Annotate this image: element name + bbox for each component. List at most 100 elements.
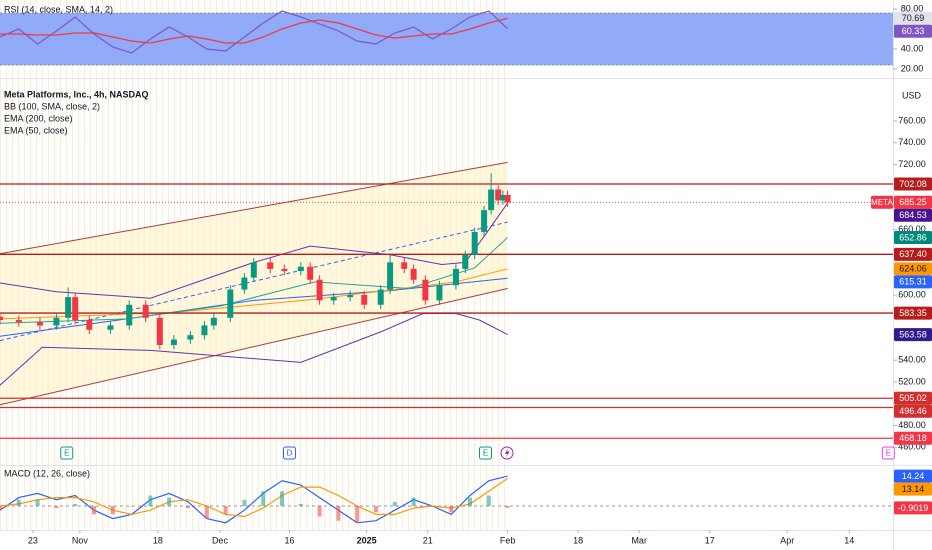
x-tick-label: 2025	[357, 535, 377, 545]
event-label: E	[64, 449, 69, 458]
indicator-line	[0, 475, 508, 524]
histogram-bar	[54, 506, 59, 509]
histogram-bar	[392, 501, 397, 507]
layer	[0, 173, 511, 523]
symbol-chip	[871, 195, 893, 209]
x-tick-label: 17	[705, 535, 715, 545]
x-tick-label: 21	[423, 535, 433, 545]
y-tick-label: 80.00	[901, 3, 924, 13]
histogram-bar	[468, 497, 472, 507]
price-chip	[894, 177, 932, 191]
y-tick-label: 480.00	[898, 420, 926, 430]
candle-body	[267, 262, 274, 269]
x-tick-label: Nov	[72, 535, 89, 545]
price-chip-label: 615.31	[899, 277, 927, 287]
price-chip	[894, 306, 932, 320]
candle-body	[72, 297, 79, 320]
candle-body	[387, 262, 394, 290]
candle-body	[401, 262, 408, 269]
candle-body	[481, 210, 488, 232]
candle-body	[250, 262, 257, 278]
histogram-bar	[73, 503, 78, 507]
histogram-bar	[16, 499, 21, 507]
candle-body	[15, 319, 22, 323]
candle-body	[504, 194, 511, 203]
rsi-title: RSI (14, close, SMA, 14, 2)	[4, 4, 113, 14]
price-chip-label: 684.53	[899, 210, 927, 220]
histogram-bar	[204, 506, 209, 519]
candle-body	[170, 339, 177, 345]
y-tick-label: 20.00	[901, 63, 924, 73]
price-chip	[894, 247, 932, 261]
price-chip-label: 583.35	[899, 308, 927, 318]
candle-body	[488, 189, 495, 211]
histogram-bar	[449, 506, 454, 513]
candle-body	[187, 335, 194, 340]
y-tick-label: 660.00	[898, 224, 926, 234]
price-chip	[894, 501, 932, 515]
price-chip-label: 14.24	[902, 471, 925, 481]
currency-label: USD	[902, 90, 922, 100]
candle-body	[241, 277, 248, 290]
candle-body	[495, 189, 502, 201]
y-tick-label: 740.00	[898, 137, 926, 147]
price-chip	[894, 11, 932, 25]
candle-body	[210, 317, 217, 326]
candle-body	[436, 285, 443, 301]
candle-body	[499, 194, 506, 201]
indicator-label: BB (100, SMA, close, 2)	[4, 101, 100, 111]
price-chip-label: 702.08	[899, 179, 927, 189]
indicator-line	[0, 17, 508, 44]
candle-body	[65, 297, 72, 318]
price-chip-label: 468.18	[899, 433, 927, 443]
price-chip	[894, 469, 932, 483]
candle-body	[53, 317, 60, 326]
price-chip	[894, 195, 932, 209]
main-title: Meta Platforms, Inc., 4h, NASDAQ	[4, 89, 149, 99]
x-tick-label: Dec	[212, 535, 229, 545]
y-tick-label: 460.00	[898, 442, 926, 452]
price-chip-label: 624.06	[899, 264, 927, 274]
candle-body	[201, 325, 208, 336]
x-tick-label: 16	[285, 535, 295, 545]
price-chip-label: 685.25	[899, 197, 927, 207]
candle-body	[107, 325, 114, 330]
price-chip	[894, 431, 932, 445]
histogram-bar	[129, 506, 134, 507]
histogram-bar	[35, 499, 40, 507]
event-icon	[283, 446, 297, 460]
x-tick-label: 23	[28, 535, 38, 545]
x-tick-label: 18	[153, 535, 163, 545]
y-tick-label: 540.00	[898, 355, 926, 365]
histogram-bar	[148, 495, 153, 507]
price-chip-label: 505.02	[899, 393, 927, 403]
y-tick-label: 40.00	[901, 43, 924, 53]
candle-body	[452, 268, 459, 286]
candle-body	[36, 322, 43, 326]
event-icon	[479, 446, 493, 460]
x-tick-label: 14	[844, 535, 854, 545]
histogram-bar	[186, 506, 190, 509]
candle-body	[330, 297, 337, 301]
histogram-bar	[430, 506, 435, 507]
candle-body	[316, 279, 323, 301]
candle-body	[422, 279, 429, 301]
price-chip	[894, 208, 932, 222]
histogram-bar	[317, 506, 322, 517]
price-chip-label: 496.46	[899, 406, 927, 416]
histogram-bar	[355, 506, 360, 523]
histogram-bar	[261, 491, 266, 507]
indicator-label: EMA (50, close)	[4, 125, 68, 135]
histogram-bar	[374, 506, 378, 513]
indicator-line	[0, 313, 508, 386]
candle-body	[281, 268, 288, 272]
candle-body	[462, 254, 469, 269]
price-chip	[894, 391, 932, 405]
candle-body	[377, 289, 384, 305]
price-chip	[894, 231, 932, 245]
price-chip-label: 70.69	[902, 13, 925, 23]
price-chip-label: 637.40	[899, 249, 927, 259]
candle-body	[142, 304, 149, 318]
histogram-bar	[505, 506, 510, 508]
